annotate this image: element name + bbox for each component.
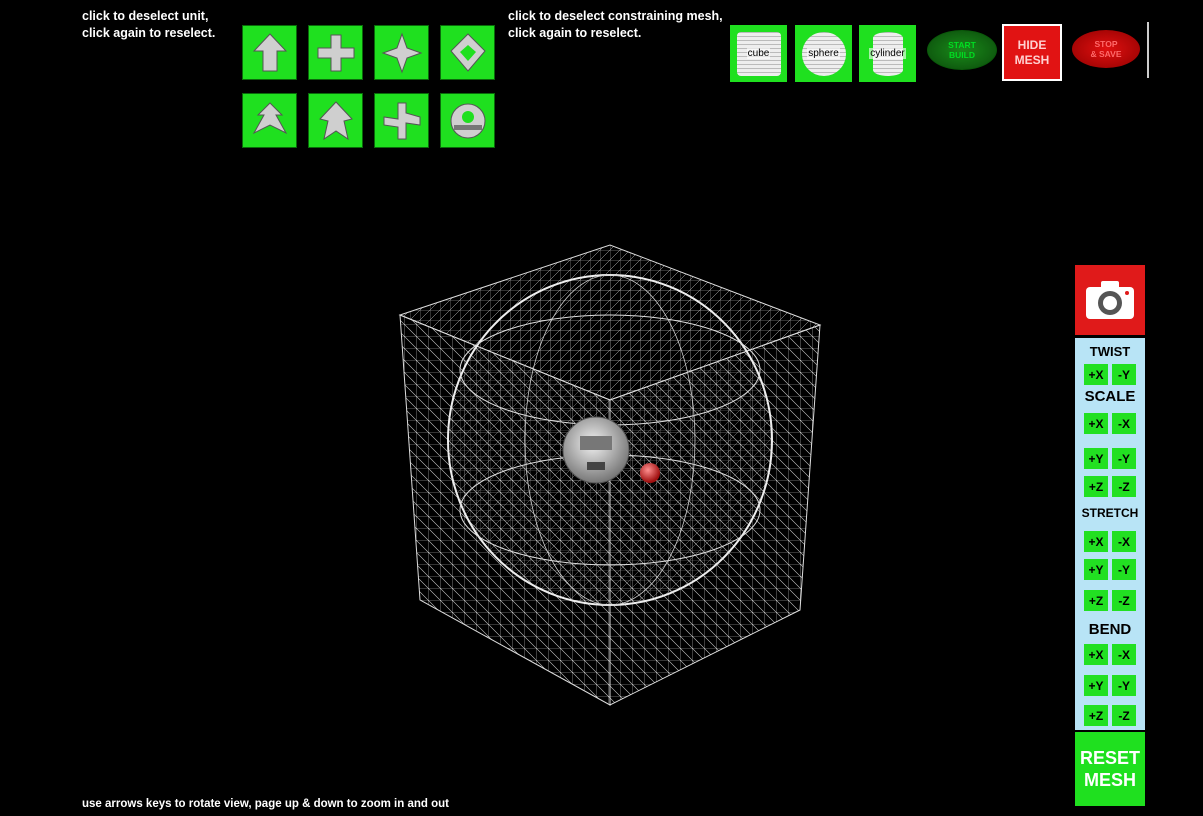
unit-deselect-hint: click to deselect unit, click again to r… [82,8,215,42]
folded-arrow-unit-icon [318,100,353,140]
start-build-line1: START [948,40,976,50]
cylinder-mesh-icon: cylinder [869,31,906,76]
stretch-minus-y-button[interactable]: -Y [1112,559,1136,580]
reset-mesh-line1: RESET [1079,748,1140,768]
start-build-button[interactable]: START BUILD [927,30,997,70]
unit-hint-line2: click again to reselect. [82,26,216,40]
hide-mesh-button[interactable]: HIDE MESH [1002,24,1062,81]
stretch-plus-x-button[interactable]: +X [1084,531,1108,552]
cross-junction-unit-icon [317,34,354,71]
sphere-mesh-label: sphere [807,48,840,59]
arrow-up-unit-icon [252,32,287,71]
cursor-sphere [640,463,660,483]
twist-heading: TWIST [1089,344,1131,359]
scale-heading: SCALE [1084,388,1136,405]
stretch-plus-z-button[interactable]: +Z [1084,590,1108,611]
hide-mesh-line1: HIDE [1017,37,1047,52]
unit-button-5[interactable] [242,93,297,148]
twist-plus-x-button[interactable]: +X [1084,364,1108,385]
twist-minus-y-button[interactable]: -Y [1112,364,1136,385]
navigation-hint: use arrows keys to rotate view, page up … [82,798,449,810]
stretch-plus-y-button[interactable]: +Y [1084,559,1108,580]
mesh-hint-line1: click to deselect constraining mesh, [508,9,723,23]
stop-save-line1: STOP [1094,39,1118,49]
cylinder-mesh-label: cylinder [869,48,906,59]
mesh-hint-line2: click again to reselect. [508,26,642,40]
sphere-mesh-icon: sphere [801,31,846,76]
transform-panel: TWIST +X -Y SCALE +X -X +Y -Y +Z -Z STRE… [1075,338,1145,730]
screenshot-button[interactable] [1075,265,1145,335]
scale-plus-x-button[interactable]: +X [1084,413,1108,434]
bend-minus-x-button[interactable]: -X [1112,644,1136,665]
hide-mesh-line2: MESH [1014,52,1050,67]
reset-mesh-line2: MESH [1083,770,1136,790]
bend-plus-x-button[interactable]: +X [1084,644,1108,665]
star-junction-unit-icon [381,32,422,73]
camera-icon [1086,281,1134,319]
cube-mesh-label: cube [746,48,771,59]
reset-mesh-button[interactable]: RESET MESH [1075,732,1145,806]
plus-junction-unit-icon [383,102,420,139]
cube-mesh-icon: cube [736,31,781,76]
unit-button-7[interactable] [374,93,429,148]
scale-plus-y-button[interactable]: +Y [1084,448,1108,469]
bend-plus-z-button[interactable]: +Z [1084,705,1108,726]
scale-plus-z-button[interactable]: +Z [1084,476,1108,497]
unit-button-8[interactable] [440,93,495,148]
bend-plus-y-button[interactable]: +Y [1084,675,1108,696]
toolbar-divider [1147,22,1149,78]
stretch-minus-z-button[interactable]: -Z [1112,590,1136,611]
bend-minus-z-button[interactable]: -Z [1112,705,1136,726]
unit-button-1[interactable] [242,25,297,80]
unit-button-2[interactable] [308,25,363,80]
bend-minus-y-button[interactable]: -Y [1112,675,1136,696]
cube-mesh-button[interactable]: cube [730,25,787,82]
unit-button-3[interactable] [374,25,429,80]
unit-button-6[interactable] [308,93,363,148]
stop-save-button[interactable]: STOP & SAVE [1072,30,1140,68]
cylinder-mesh-button[interactable]: cylinder [859,25,916,82]
scale-minus-z-button[interactable]: -Z [1112,476,1136,497]
unit-button-4[interactable] [440,25,495,80]
ring-unit-icon [450,103,485,138]
scale-minus-y-button[interactable]: -Y [1112,448,1136,469]
mesh-deselect-hint: click to deselect constraining mesh, cli… [508,8,723,42]
unit-hint-line1: click to deselect unit, [82,9,209,23]
stretch-heading: STRETCH [1081,506,1139,520]
3d-viewport[interactable] [380,240,840,710]
core-unit-model [562,416,630,484]
bend-heading: BEND [1088,621,1132,638]
sphere-mesh-button[interactable]: sphere [795,25,852,82]
diamond-unit-icon [449,32,486,72]
start-build-line2: BUILD [949,50,975,60]
tri-arrow-unit-icon [252,101,287,134]
scale-minus-x-button[interactable]: -X [1112,413,1136,434]
stop-save-line2: & SAVE [1090,49,1122,59]
stretch-minus-x-button[interactable]: -X [1112,531,1136,552]
